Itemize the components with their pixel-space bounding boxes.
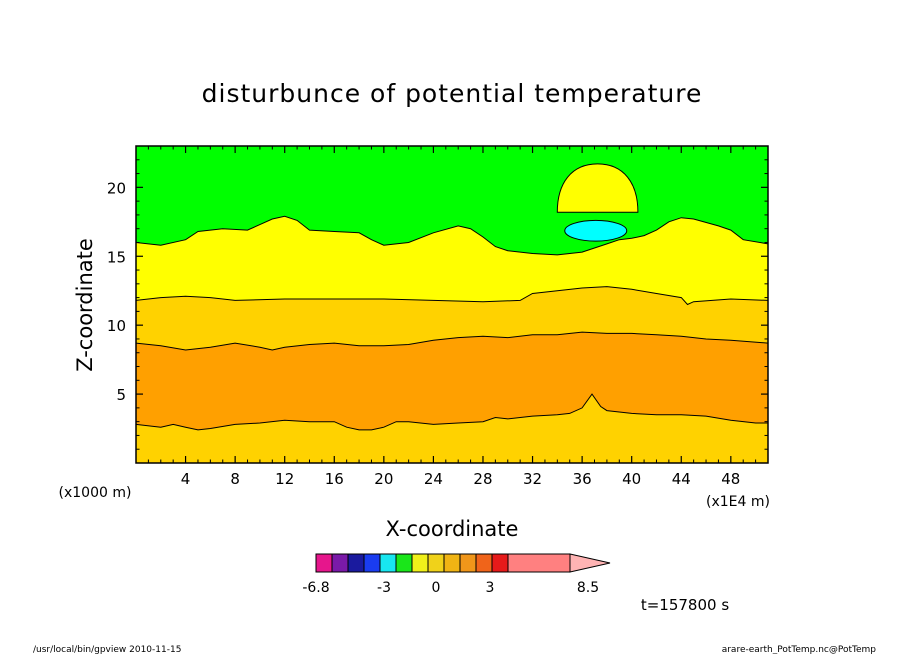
colorbar-label: 0 bbox=[432, 580, 441, 596]
colorbar-segment bbox=[363, 553, 381, 573]
footer-right: arare-earth_PotTemp.nc@PotTemp bbox=[722, 645, 877, 654]
x-tick-label: 36 bbox=[573, 470, 592, 488]
footer-left: /usr/local/bin/gpview 2010-11-15 bbox=[33, 645, 181, 654]
contour-line-3 bbox=[136, 331, 768, 351]
y-tick-label: 10 bbox=[107, 317, 126, 335]
y-unit-label: (x1000 m) bbox=[59, 485, 132, 501]
plot-frame bbox=[135, 145, 769, 464]
y-axis: 5 10 15 20 bbox=[107, 159, 768, 450]
colorbar-label: -6.8 bbox=[302, 580, 329, 596]
closed-contour-1 bbox=[556, 163, 639, 213]
y-tick-label: 5 bbox=[116, 386, 126, 404]
colorbar-segment bbox=[459, 553, 477, 573]
colorbar-label: 3 bbox=[486, 580, 495, 596]
colorbar-segment bbox=[427, 553, 445, 573]
x-tick-label: 28 bbox=[473, 470, 492, 488]
closed-contour-2 bbox=[564, 219, 628, 242]
colorbar-segment bbox=[315, 553, 333, 573]
time-label: t=157800 s bbox=[641, 596, 729, 614]
x-tick-label: 16 bbox=[325, 470, 344, 488]
x-unit-label: (x1E4 m) bbox=[706, 494, 770, 510]
colorbar-segment bbox=[379, 553, 397, 573]
x-axis: 4 8 12 16 20 24 28 32 36 40 44 48 bbox=[147, 146, 757, 488]
x-tick-label: 8 bbox=[230, 470, 240, 488]
contour-line-layer bbox=[136, 163, 768, 431]
x-tick-label: 12 bbox=[275, 470, 294, 488]
colorbar-label: -3 bbox=[377, 580, 391, 596]
y-tick-label: 15 bbox=[107, 248, 126, 266]
contour-line-1 bbox=[136, 215, 768, 256]
colorbar-segment bbox=[507, 553, 571, 573]
x-tick-label: 44 bbox=[672, 470, 691, 488]
colorbar-arrow bbox=[569, 553, 611, 573]
colorbar-segment bbox=[443, 553, 461, 573]
colorbar-labels: -6.8 -3 0 3 8.5 bbox=[302, 580, 599, 596]
contour-line-2 bbox=[136, 286, 768, 306]
colorbar-segment bbox=[395, 553, 413, 573]
contour-line-4 bbox=[136, 393, 768, 431]
y-axis-label: Z-coordinate bbox=[73, 238, 97, 372]
x-tick-label: 40 bbox=[622, 470, 641, 488]
colorbar-segment bbox=[347, 553, 365, 573]
colorbar-segment bbox=[475, 553, 493, 573]
colorbar-segment bbox=[411, 553, 429, 573]
x-tick-label: 48 bbox=[721, 470, 740, 488]
x-tick-label: 20 bbox=[374, 470, 393, 488]
y-tick-label: 20 bbox=[107, 179, 126, 197]
colorbar-segment bbox=[331, 553, 349, 573]
x-axis-label: X-coordinate bbox=[386, 517, 519, 541]
colorbar-segment bbox=[491, 553, 509, 573]
x-tick-label: 24 bbox=[424, 470, 443, 488]
chart-title: disturbunce of potential temperature bbox=[202, 79, 703, 108]
x-tick-label: 32 bbox=[523, 470, 542, 488]
colorbar bbox=[315, 553, 611, 573]
colorbar-label: 8.5 bbox=[577, 580, 599, 596]
x-tick-label: 4 bbox=[181, 470, 191, 488]
